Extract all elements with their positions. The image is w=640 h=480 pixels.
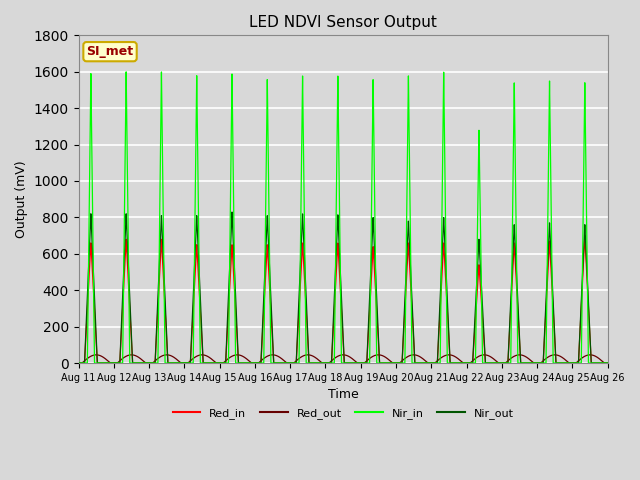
Red_in: [202, 360, 209, 366]
Red_in: [355, 360, 362, 366]
Nir_out: [355, 360, 362, 366]
Red_out: [75, 360, 83, 366]
Nir_out: [534, 360, 541, 366]
Title: LED NDVI Sensor Output: LED NDVI Sensor Output: [249, 15, 437, 30]
Red_in: [604, 360, 612, 366]
Nir_in: [122, 69, 130, 75]
Line: Red_in: Red_in: [79, 236, 608, 363]
Text: SI_met: SI_met: [86, 45, 134, 58]
Nir_out: [191, 262, 198, 267]
X-axis label: Time: Time: [328, 388, 358, 401]
Nir_out: [92, 317, 99, 323]
Red_in: [92, 325, 99, 331]
Legend: Red_in, Red_out, Nir_in, Nir_out: Red_in, Red_out, Nir_in, Nir_out: [168, 403, 518, 423]
Nir_out: [202, 360, 209, 366]
Red_out: [132, 353, 140, 359]
Red_out: [534, 360, 541, 366]
Nir_in: [92, 360, 99, 366]
Red_in: [534, 360, 541, 366]
Y-axis label: Output (mV): Output (mV): [15, 160, 28, 238]
Nir_out: [75, 360, 83, 366]
Nir_out: [228, 209, 236, 215]
Nir_in: [191, 243, 198, 249]
Red_out: [92, 352, 99, 358]
Red_out: [191, 355, 198, 360]
Red_in: [132, 360, 140, 366]
Line: Nir_in: Nir_in: [79, 72, 608, 363]
Nir_out: [604, 360, 612, 366]
Red_in: [75, 360, 83, 366]
Red_in: [581, 233, 589, 239]
Nir_in: [202, 360, 209, 366]
Red_out: [202, 353, 209, 359]
Nir_in: [355, 360, 362, 366]
Red_out: [604, 360, 612, 366]
Nir_in: [604, 360, 612, 366]
Line: Nir_out: Nir_out: [79, 212, 608, 363]
Nir_in: [75, 360, 83, 366]
Line: Red_out: Red_out: [79, 355, 608, 363]
Nir_out: [132, 360, 140, 366]
Red_out: [92, 352, 100, 358]
Nir_in: [534, 360, 541, 366]
Red_in: [191, 281, 198, 287]
Nir_in: [132, 360, 140, 366]
Red_out: [355, 360, 362, 366]
